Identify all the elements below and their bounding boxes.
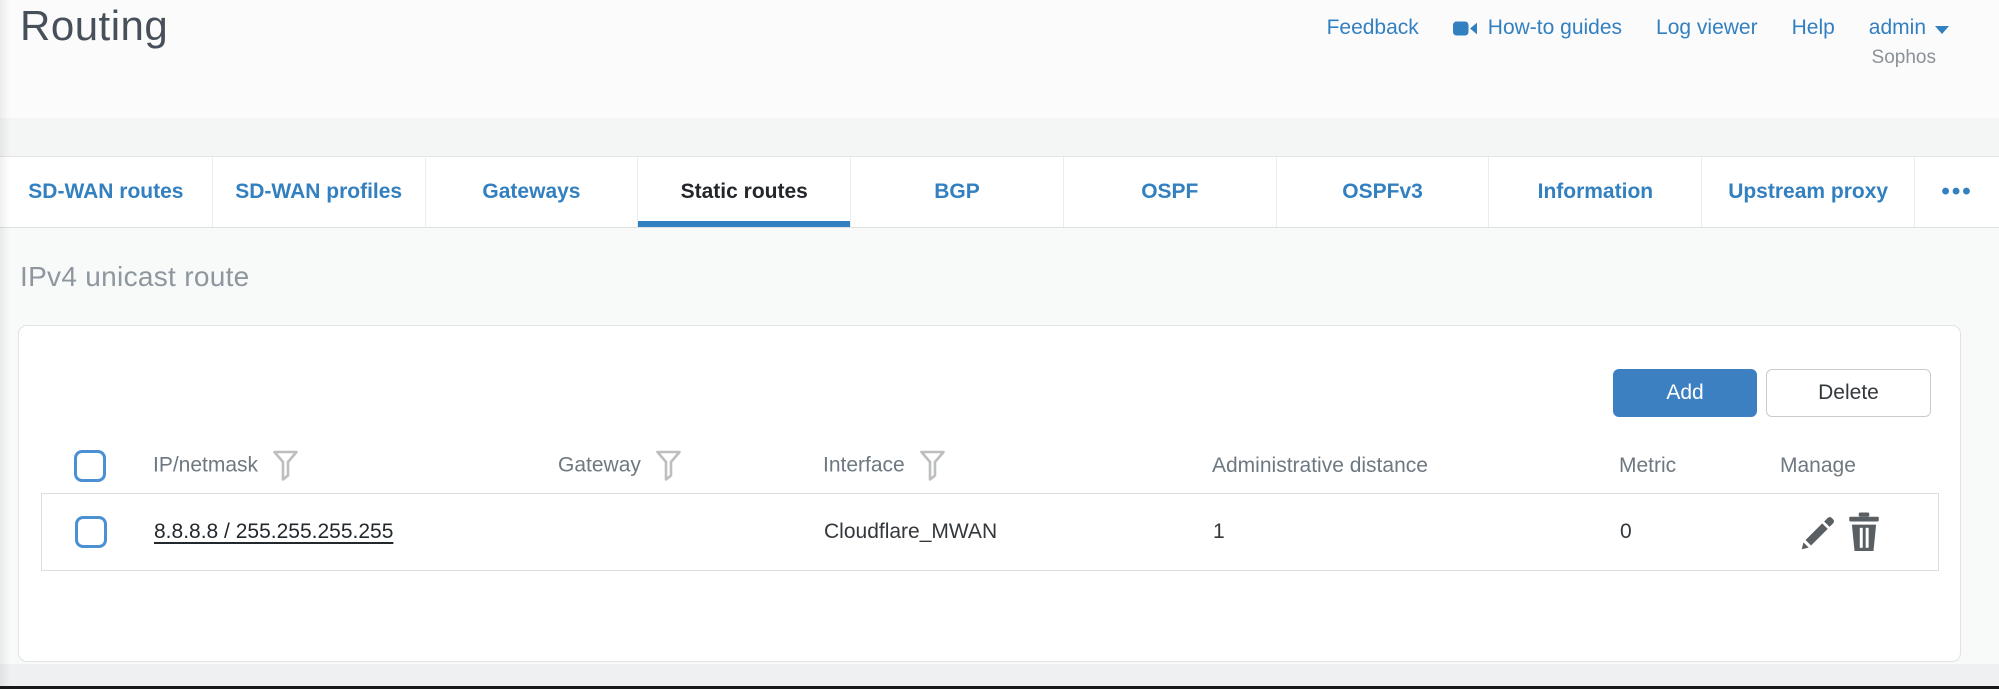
help-link[interactable]: Help [1792, 16, 1835, 40]
window-bottom-edge [0, 664, 1999, 686]
tab-bgp[interactable]: BGP [851, 157, 1064, 227]
log-viewer-link[interactable]: Log viewer [1656, 16, 1758, 40]
log-viewer-label: Log viewer [1656, 16, 1758, 39]
routes-card: Add Delete IP/netmask Gateway [18, 325, 1961, 662]
feedback-label: Feedback [1326, 16, 1419, 39]
tab-upstream-proxy[interactable]: Upstream proxy [1702, 157, 1916, 227]
content-area: IPv4 unicast route Add Delete IP/netmask… [0, 228, 1999, 664]
route-interface-value: Cloudflare_MWAN [824, 520, 998, 543]
section-heading: IPv4 unicast route [20, 261, 250, 292]
edit-pencil-icon[interactable] [1800, 513, 1836, 551]
feedback-link[interactable]: Feedback [1327, 16, 1419, 40]
column-header-ip-netmask: IP/netmask [153, 453, 259, 477]
tab-information[interactable]: Information [1489, 157, 1703, 227]
page-title: Routing [20, 2, 169, 49]
filter-icon[interactable] [655, 449, 682, 482]
route-ip-netmask-link[interactable]: 8.8.8.8 / 255.255.255.255 [154, 520, 394, 543]
row-checkbox[interactable] [75, 516, 107, 548]
column-header-metric: Metric [1619, 453, 1677, 477]
tab-ospf[interactable]: OSPF [1064, 157, 1277, 227]
user-menu[interactable]: admin [1869, 16, 1949, 40]
column-header-admin-distance: Administrative distance [1212, 453, 1428, 477]
page-header: Routing Feedback How-to guides Log viewe… [0, 0, 1999, 118]
table-row: 8.8.8.8 / 255.255.255.255 Cloudflare_MWA… [41, 493, 1939, 571]
delete-button[interactable]: Delete [1766, 369, 1931, 417]
screen-bottom-bar [0, 686, 1999, 689]
table-header: IP/netmask Gateway Interface [41, 438, 1939, 493]
add-button[interactable]: Add [1613, 369, 1757, 417]
top-navigation: Feedback How-to guides Log viewer Help a… [1327, 12, 1949, 44]
user-menu-label: admin [1868, 16, 1926, 39]
tab-ospfv3[interactable]: OSPFv3 [1277, 157, 1490, 227]
help-label: Help [1791, 16, 1835, 39]
tab-gateways[interactable]: Gateways [426, 157, 639, 227]
tab-static-routes[interactable]: Static routes [638, 157, 852, 227]
howto-guides-label: How-to guides [1487, 16, 1623, 39]
column-header-manage: Manage [1780, 453, 1856, 477]
select-all-checkbox[interactable] [74, 449, 106, 482]
delete-trash-icon[interactable] [1846, 512, 1882, 552]
column-header-interface: Interface [823, 453, 905, 477]
brand-label: Sophos [1871, 47, 1936, 68]
route-admin-distance-value: 1 [1213, 520, 1225, 543]
tab-bar: SD-WAN routes SD-WAN profiles Gateways S… [0, 156, 1999, 228]
chevron-down-icon [1935, 25, 1949, 34]
video-camera-icon [1452, 20, 1478, 37]
route-metric-value: 0 [1620, 520, 1632, 543]
howto-guides-link[interactable]: How-to guides [1452, 16, 1623, 40]
filter-icon[interactable] [919, 449, 946, 482]
column-header-gateway: Gateway [558, 453, 641, 477]
tab-overflow-menu[interactable]: ••• [1941, 178, 1973, 205]
tab-sdwan-profiles[interactable]: SD-WAN profiles [213, 157, 426, 227]
tab-sdwan-routes[interactable]: SD-WAN routes [0, 157, 213, 227]
filter-icon[interactable] [272, 449, 299, 482]
